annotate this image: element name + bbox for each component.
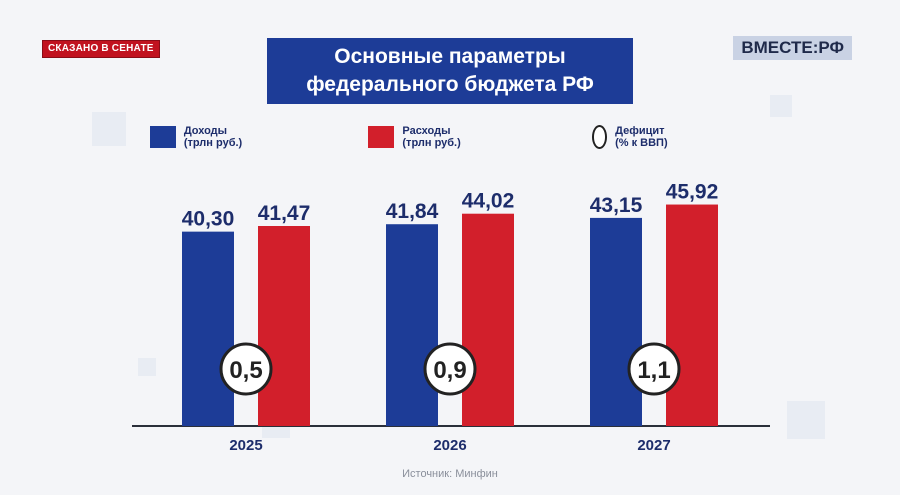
deficit-value-label: 0,9 — [433, 357, 466, 384]
year-tick-label: 2025 — [229, 437, 262, 454]
income-swatch — [150, 126, 176, 148]
income-value-label: 41,84 — [386, 200, 439, 223]
chart-title: Основные параметры федерального бюджета … — [267, 38, 633, 104]
expense-bar — [462, 213, 514, 426]
expense-value-label: 44,02 — [462, 190, 515, 213]
decor-square — [770, 95, 792, 117]
title-line-2: федерального бюджета РФ — [306, 73, 594, 96]
legend-item-expense: Расходы (трлн руб.) — [368, 124, 468, 150]
expense-bar — [666, 204, 718, 426]
income-value-label: 43,15 — [590, 194, 643, 217]
income-bar — [590, 217, 642, 426]
legend-label-income: Доходы (трлн руб.) — [183, 125, 243, 149]
deficit-circle — [423, 342, 477, 396]
decor-square — [138, 358, 156, 376]
expense-bar — [258, 226, 310, 426]
show-badge: СКАЗАНО В СЕНАТЕ — [42, 40, 160, 58]
income-value-label: 40,30 — [182, 208, 235, 231]
title-line-1: Основные параметры — [334, 45, 566, 68]
expense-value-label: 41,47 — [258, 202, 311, 225]
deficit-value-label: 1,1 — [637, 357, 670, 384]
expense-value-label: 45,92 — [666, 181, 719, 204]
income-bar — [386, 224, 438, 426]
legend-label-expense: Расходы (трлн руб.) — [402, 125, 461, 149]
income-bar — [182, 231, 234, 426]
legend-label-deficit: Дефицит (% к ВВП) — [615, 125, 668, 149]
deficit-circle — [627, 342, 681, 396]
legend-item-deficit: Дефицит (% к ВВП) — [592, 124, 673, 150]
year-tick-label: 2027 — [637, 437, 670, 454]
decor-square — [92, 112, 126, 146]
deficit-circle-icon — [592, 125, 608, 149]
legend-item-income: Доходы (трлн руб.) — [150, 124, 245, 150]
decor-square — [787, 401, 825, 439]
deficit-value-label: 0,5 — [229, 357, 262, 384]
year-tick-label: 2026 — [433, 437, 466, 454]
channel-logo: ВМЕСТЕ:РФ — [733, 36, 852, 60]
source-note: Источник: Минфин — [402, 468, 498, 480]
expense-swatch — [368, 126, 395, 148]
deficit-circle — [219, 342, 273, 396]
